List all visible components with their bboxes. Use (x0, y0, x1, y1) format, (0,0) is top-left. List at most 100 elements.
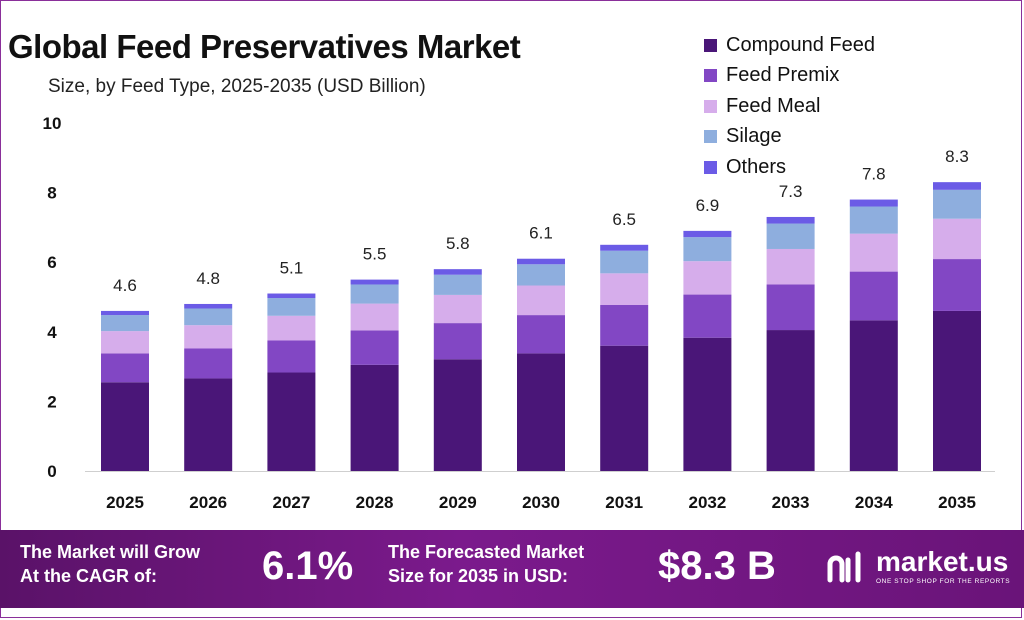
bar-segment-feed-premix (350, 330, 399, 365)
bar-segment-silage (184, 308, 233, 326)
bar-segment-feed-meal (433, 294, 482, 324)
bar-segment-compound-feed (517, 353, 565, 471)
legend: Compound Feed Feed Premix Feed Meal Sila… (704, 30, 875, 183)
forecast-label: The Forecasted Market Size for 2035 in U… (388, 540, 584, 588)
bar-segment-compound-feed (849, 320, 898, 471)
legend-swatch (704, 69, 717, 83)
bar-segment-silage (267, 298, 316, 316)
bar-segment-feed-premix (933, 259, 981, 311)
bar-segment-others (933, 182, 981, 190)
y-tick-label: 6 (47, 253, 56, 272)
bar-total-label: 5.5 (363, 245, 387, 264)
bar-segment-feed-premix (766, 284, 815, 331)
x-tick-label: 2031 (605, 493, 643, 512)
bar-segment-silage (517, 264, 565, 286)
brand-logo: market.us ONE STOP SHOP FOR THE REPORTS (826, 548, 1010, 585)
bar-segment-feed-premix (683, 294, 732, 338)
bar-segment-others (184, 303, 233, 309)
bar-segment-compound-feed (600, 345, 649, 471)
cagr-label: The Market will Grow At the CAGR of: (20, 540, 200, 588)
bar-segment-feed-meal (933, 218, 981, 260)
bar-segment-compound-feed (101, 382, 149, 471)
bar-segment-feed-meal (267, 315, 316, 341)
y-tick-label: 4 (47, 323, 57, 342)
legend-item-others: Others (704, 152, 875, 183)
bar-segment-others (600, 244, 649, 251)
x-tick-label: 2035 (938, 493, 976, 512)
bar-segment-others (433, 269, 482, 275)
bar-segment-feed-premix (849, 271, 898, 321)
legend-label: Feed Meal (726, 94, 821, 117)
chart-subtitle: Size, by Feed Type, 2025-2035 (USD Billi… (48, 76, 426, 97)
cagr-value: 6.1% (262, 544, 354, 588)
legend-item-silage: Silage (704, 122, 875, 153)
forecast-label-line2: Size for 2035 in USD: (388, 566, 569, 586)
y-tick-label: 0 (47, 462, 56, 481)
bar-segment-others (350, 279, 399, 285)
bar-segment-others (766, 216, 815, 224)
y-tick-label: 8 (47, 184, 56, 203)
bar-segment-silage (350, 284, 399, 304)
bar-segment-others (849, 199, 898, 207)
bar-total-label: 6.5 (612, 210, 636, 229)
bar-segment-feed-premix (600, 305, 649, 346)
forecast-value: $8.3 B (658, 544, 776, 588)
x-tick-label: 2029 (439, 493, 477, 512)
bar-total-label: 6.1 (529, 224, 553, 243)
bar-total-label: 5.8 (446, 234, 470, 253)
bar-segment-silage (683, 237, 732, 262)
footer-banner: The Market will Grow At the CAGR of: 6.1… (0, 530, 1024, 608)
legend-item-feed-premix: Feed Premix (704, 61, 875, 92)
bar-segment-others (517, 258, 565, 265)
bar-segment-silage (766, 223, 815, 249)
x-tick-label: 2025 (106, 493, 144, 512)
bar-segment-feed-meal (184, 325, 233, 349)
x-tick-label: 2026 (189, 493, 227, 512)
x-tick-label: 2032 (688, 493, 726, 512)
y-tick-label: 2 (47, 392, 56, 411)
bar-segment-feed-premix (101, 353, 149, 383)
bar-segment-feed-meal (766, 248, 815, 285)
bar-segment-compound-feed (683, 337, 732, 471)
bar-segment-others (267, 293, 316, 299)
x-tick-label: 2027 (272, 493, 310, 512)
legend-item-compound-feed: Compound Feed (704, 30, 875, 61)
bar-segment-feed-premix (433, 323, 482, 360)
legend-item-feed-meal: Feed Meal (704, 91, 875, 122)
forecast-label-line1: The Forecasted Market (388, 542, 585, 562)
bar-segment-silage (101, 315, 149, 332)
legend-swatch (704, 130, 717, 144)
bar-segment-compound-feed (433, 359, 482, 471)
legend-label: Compound Feed (726, 33, 875, 56)
y-tick-label: 10 (43, 114, 62, 133)
bar-segment-silage (600, 250, 649, 274)
bar-segment-feed-meal (683, 261, 732, 295)
bar-segment-feed-premix (517, 315, 565, 354)
bar-segment-compound-feed (766, 330, 815, 471)
cagr-label-line2: At the CAGR of: (20, 566, 157, 586)
bar-total-label: 4.6 (113, 276, 137, 295)
bar-segment-compound-feed (933, 310, 981, 471)
bar-total-label: 7.8 (862, 165, 886, 184)
bar-total-label: 6.9 (696, 196, 720, 215)
bar-segment-feed-meal (600, 273, 649, 306)
stacked-bar-chart: 0 2 4 6 8 10 4.6 2025 4.8 2026 5.1 2027 5.5 2028 5.8 20… (43, 114, 995, 512)
bar-segment-compound-feed (350, 364, 399, 471)
chart-title: Global Feed Preservatives Market (8, 28, 521, 65)
x-tick-label: 2030 (522, 493, 560, 512)
bar-segment-feed-meal (849, 233, 898, 272)
bar-segment-feed-meal (101, 331, 149, 354)
legend-swatch (704, 160, 717, 174)
bar-segment-silage (433, 274, 482, 295)
bar-segment-feed-meal (517, 285, 565, 316)
bar-segment-feed-premix (184, 348, 233, 379)
bar-total-label: 5.1 (280, 259, 304, 278)
brand-tagline: ONE STOP SHOP FOR THE REPORTS (876, 578, 1011, 585)
bar-segment-feed-meal (350, 303, 399, 331)
x-tick-label: 2033 (772, 493, 810, 512)
legend-label: Feed Premix (726, 64, 840, 87)
bar-segment-compound-feed (267, 372, 316, 471)
bar-total-label: 8.3 (945, 147, 969, 166)
bar-segment-silage (933, 189, 981, 219)
